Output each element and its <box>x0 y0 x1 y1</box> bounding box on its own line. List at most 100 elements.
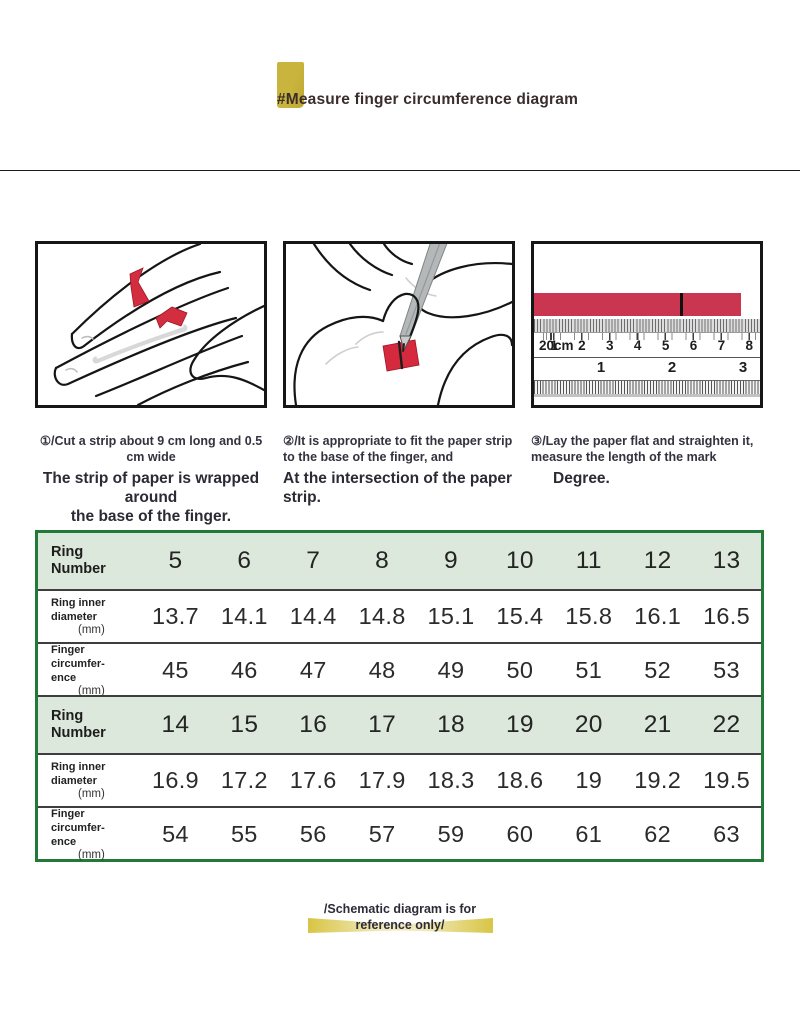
table-cell: 6 <box>237 547 252 574</box>
step-1-caption: ①/Cut a strip about 9 cm long and 0.5 cm… <box>35 433 267 527</box>
step-caption-small-line: ②/It is appropriate to fit the paper str… <box>283 434 513 448</box>
table-cell: 17.2 <box>220 767 268 793</box>
table-row-unit: (mm) <box>78 849 105 862</box>
footer-note-line1: /Schematic diagram is for <box>323 902 477 916</box>
table-cell: 52 <box>644 657 672 684</box>
table-cell: 59 <box>437 821 465 848</box>
ruler-inch-number: 3 <box>738 359 748 376</box>
table-cell: 15 <box>230 711 259 738</box>
pen-mark-on-strip <box>680 293 683 316</box>
table-cell: 20 <box>574 711 603 738</box>
ruler-cm-number: 7 <box>717 338 726 353</box>
table-row-label-line: diameter <box>51 610 97 623</box>
table-row-label-line: Finger circumfer- <box>51 808 105 834</box>
table-cell: 19 <box>575 767 603 793</box>
ring-size-table: Ring Number 5 6 7 8 9 10 11 12 13 Ring inner diamete… <box>35 530 764 862</box>
table-row-label: Finger circumfer-ence (mm) <box>38 808 141 861</box>
table-cell: 47 <box>299 657 327 684</box>
table-data-row: Ring inner diameter (mm) 13.7 14.1 14.4 14.8 15… <box>38 589 761 642</box>
ruler-cm-number: 2 <box>578 338 586 353</box>
table-cell: 50 <box>506 657 534 684</box>
table-data-row: Finger circumfer-ence (mm) 54 55 56 57 59 60 61 6… <box>38 806 761 861</box>
table-header-row: Ring Number 14 15 16 17 18 19 20 21 22 <box>38 695 761 753</box>
table-cell: 15.4 <box>496 603 544 629</box>
table-cell: 22 <box>712 711 741 738</box>
table-cell: 11 <box>575 547 602 574</box>
ruler-inch-number: 2 <box>667 359 677 376</box>
table-cell: 45 <box>162 657 189 684</box>
table-cell: 54 <box>162 821 189 848</box>
instruction-steps: ①/Cut a strip about 9 cm long and 0.5 cm… <box>35 241 765 527</box>
step-1: ①/Cut a strip about 9 cm long and 0.5 cm… <box>35 241 267 527</box>
table-row-label-line: Ring <box>51 543 84 560</box>
footer-note: /Schematic diagram is for reference only… <box>0 901 800 934</box>
ruler-cm-number: 1 <box>550 338 558 353</box>
table-cell: 18.3 <box>427 767 475 793</box>
table-cell: 51 <box>575 657 603 684</box>
step-2: ②/It is appropriate to fit the paper str… <box>283 241 515 527</box>
table-cell: 13 <box>712 547 741 574</box>
table-row-label-line: ence <box>51 835 77 848</box>
table-cell: 57 <box>368 821 396 848</box>
table-cell: 62 <box>644 821 672 848</box>
table-row-label-line: Number <box>51 561 106 577</box>
table-cell: 13.7 <box>151 603 199 629</box>
table-cell: 19.5 <box>703 767 751 793</box>
table-cell: 46 <box>230 657 258 684</box>
table-cell: 63 <box>713 821 740 848</box>
step-caption-small-line: ①/Cut a strip about 9 cm long and 0.5 cm… <box>39 434 263 464</box>
step-caption-small-line: to the base of the finger, and <box>283 450 454 464</box>
table-cell: 49 <box>437 657 465 684</box>
step-caption-bold-line: Degree. <box>553 470 610 487</box>
step-caption-small-line: measure the length of the mark <box>531 450 717 464</box>
table-cell: 17.9 <box>358 767 406 793</box>
step-caption-bold-line: The strip of paper is wrapped around <box>42 470 260 506</box>
table-cell: 19 <box>505 711 534 738</box>
table-cell: 16.1 <box>634 603 682 629</box>
table-cell: 55 <box>230 821 258 848</box>
ruler-cm-number: 8 <box>745 338 754 353</box>
table-cell: 5 <box>168 547 183 574</box>
table-row-label-line: Ring inner <box>51 760 106 773</box>
table-cell: 21 <box>643 711 672 738</box>
ruler-sixteenth-ticks <box>534 380 760 397</box>
table-cell: 15.1 <box>427 603 475 629</box>
table-cell: 56 <box>299 821 327 848</box>
table-row-label: Ring inner diameter (mm) <box>38 761 141 801</box>
page-title: #Measure finger circumference diagram <box>276 91 579 109</box>
ruler-mm-ticks <box>534 319 760 333</box>
table-cell: 8 <box>375 547 390 574</box>
table-row-label-line: diameter <box>51 774 97 787</box>
table-row-unit: (mm) <box>78 685 105 698</box>
footer-note-line2: reference only/ <box>355 918 445 933</box>
table-data-row: Ring inner diameter (mm) 16.9 17.2 17.6 17.9 18… <box>38 753 761 806</box>
table-data-row: Finger circumfer-ence (mm) 45 46 47 48 49 50 51 5… <box>38 642 761 698</box>
table-row-label-line: Number <box>51 725 106 741</box>
table-row-label-line: Finger circumfer- <box>51 644 105 670</box>
table-cell: 10 <box>505 547 534 574</box>
table-cell: 16.5 <box>703 603 751 629</box>
table-cell: 14.8 <box>358 603 406 629</box>
table-cell: 7 <box>306 547 321 574</box>
table-cell: 14.1 <box>220 603 268 629</box>
table-row-unit: (mm) <box>78 624 105 637</box>
table-row-label: Ring Number <box>38 708 141 743</box>
table-cell: 53 <box>713 657 740 684</box>
step-caption-small-line: ③/Lay the paper flat and straighten it, <box>531 434 754 448</box>
ruler-cm-number: 5 <box>661 338 670 353</box>
table-cell: 60 <box>506 821 534 848</box>
step-2-caption: ②/It is appropriate to fit the paper str… <box>283 433 515 508</box>
red-paper-strip <box>534 293 741 316</box>
step-caption-bold-line: At the intersection of the paper <box>283 470 513 487</box>
step-3-caption: ③/Lay the paper flat and straighten it, m… <box>531 433 763 489</box>
table-cell: 15.8 <box>565 603 613 629</box>
step-caption-bold-line: strip. <box>283 488 321 506</box>
table-cell: 14.4 <box>289 603 337 629</box>
table-cell: 16.9 <box>151 767 199 793</box>
table-header-row: Ring Number 5 6 7 8 9 10 11 12 13 <box>38 533 761 589</box>
header-divider <box>0 170 800 171</box>
